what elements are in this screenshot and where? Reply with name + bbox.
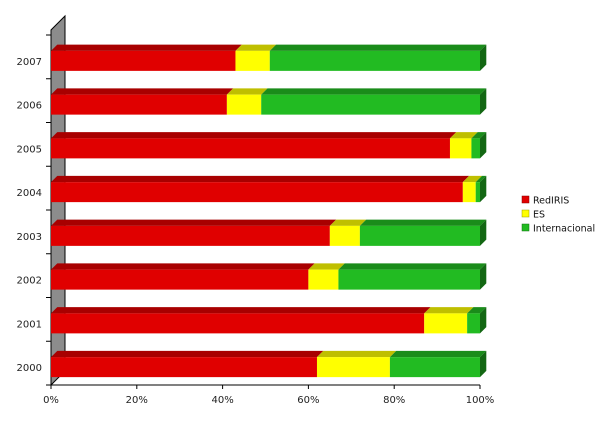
bar-segment xyxy=(51,138,450,159)
bar-2005 xyxy=(51,132,487,159)
bar-2003 xyxy=(51,219,487,246)
bar-2002 xyxy=(51,263,487,290)
bar-segment xyxy=(51,50,236,71)
y-tick-label: 2005 xyxy=(17,144,42,155)
bar-segment-top xyxy=(338,263,487,270)
bar-2000 xyxy=(51,350,487,378)
bar-segment-top xyxy=(359,219,487,226)
x-tick-label: 60% xyxy=(297,395,319,406)
bar-segment xyxy=(329,225,360,246)
bar-segment-top xyxy=(471,132,487,139)
bar-segment-side xyxy=(480,175,487,203)
x-tick-label: 20% xyxy=(126,395,148,406)
y-tick-label: 2006 xyxy=(17,101,42,112)
legend-swatch xyxy=(521,195,530,204)
bar-segment-top xyxy=(226,88,268,95)
bar-segment-top xyxy=(51,132,457,139)
bar-segment-side xyxy=(480,263,487,290)
bar-segment-top xyxy=(51,350,324,358)
bar-segment-top xyxy=(316,350,397,358)
legend-label: RedIRIS xyxy=(533,196,569,207)
y-tick-label: 2001 xyxy=(17,319,42,330)
bar-segment xyxy=(51,313,425,334)
bar-segment-top xyxy=(261,88,487,95)
bar-2006 xyxy=(51,88,487,115)
legend-swatch xyxy=(521,223,530,232)
legend-label: ES xyxy=(533,210,545,221)
y-tick-label: 2003 xyxy=(17,232,42,243)
bar-segment-top xyxy=(389,350,487,358)
bar-segment xyxy=(51,269,309,290)
bar-segment xyxy=(338,269,480,290)
bar-segment xyxy=(462,182,476,203)
x-tick-label: 80% xyxy=(383,395,405,406)
bar-segment-side xyxy=(480,88,487,115)
y-axis-tick-labels: 2007 2006 2005 2004 2003 2002 2001 2000 xyxy=(17,57,42,374)
y-tick-label: 2007 xyxy=(17,57,42,68)
bar-segment xyxy=(424,313,468,334)
legend-label: Internacional xyxy=(533,224,595,235)
x-tick-label: 0% xyxy=(43,395,59,406)
bar-segment xyxy=(475,182,480,203)
bar-segment-top xyxy=(51,88,234,95)
bar-segment xyxy=(51,182,463,203)
bar-segment-top xyxy=(462,175,483,183)
bar-segment-top xyxy=(467,307,487,314)
bar-segment xyxy=(51,357,317,378)
chart-bars xyxy=(51,44,487,378)
bar-segment xyxy=(389,357,480,378)
x-tick-label: 40% xyxy=(211,395,233,406)
bar-segment xyxy=(359,225,480,246)
bar-segment xyxy=(261,94,480,115)
bar-segment xyxy=(467,313,480,334)
chart-axes xyxy=(46,34,481,389)
bar-2004 xyxy=(51,175,487,203)
bar-segment-side xyxy=(480,44,487,71)
bar-segment xyxy=(308,269,339,290)
bar-segment-top xyxy=(475,175,487,183)
bar-segment-top xyxy=(269,44,487,51)
bar-segment xyxy=(449,138,472,159)
bar-segment-top xyxy=(51,44,242,51)
bar-segment xyxy=(235,50,270,71)
bar-segment xyxy=(226,94,262,115)
y-tick-label: 2004 xyxy=(17,188,42,199)
bar-segment-top xyxy=(449,132,478,139)
bar-segment-side xyxy=(480,350,487,378)
bar-segment-side xyxy=(480,307,487,334)
bar-segment-side xyxy=(480,219,487,246)
bar-segment-top xyxy=(51,307,431,314)
bar-segment-top xyxy=(51,219,337,226)
bar-segment xyxy=(316,357,390,378)
bar-segment xyxy=(51,225,330,246)
bar-segment xyxy=(269,50,480,71)
x-axis-tick-labels: 0% 20% 40% 60% 80% 100% xyxy=(43,395,494,406)
bar-segment-top xyxy=(51,263,315,270)
bar-segment-top xyxy=(329,219,367,226)
bar-segment-top xyxy=(424,307,474,314)
y-tick-label: 2002 xyxy=(17,276,42,287)
bar-segment-top xyxy=(308,263,345,270)
bar-segment-top xyxy=(235,44,277,51)
bar-segment-top xyxy=(51,175,470,183)
x-tick-label: 100% xyxy=(466,395,495,406)
legend-swatch xyxy=(521,209,530,218)
bar-segment xyxy=(471,138,480,159)
bar-segment-side xyxy=(480,132,487,159)
y-tick-label: 2000 xyxy=(17,363,42,374)
chart-legend: RedIRIS ES Internacional xyxy=(521,195,595,235)
bar-2001 xyxy=(51,307,487,334)
bar-segment xyxy=(51,94,227,115)
bar-2007 xyxy=(51,44,487,71)
